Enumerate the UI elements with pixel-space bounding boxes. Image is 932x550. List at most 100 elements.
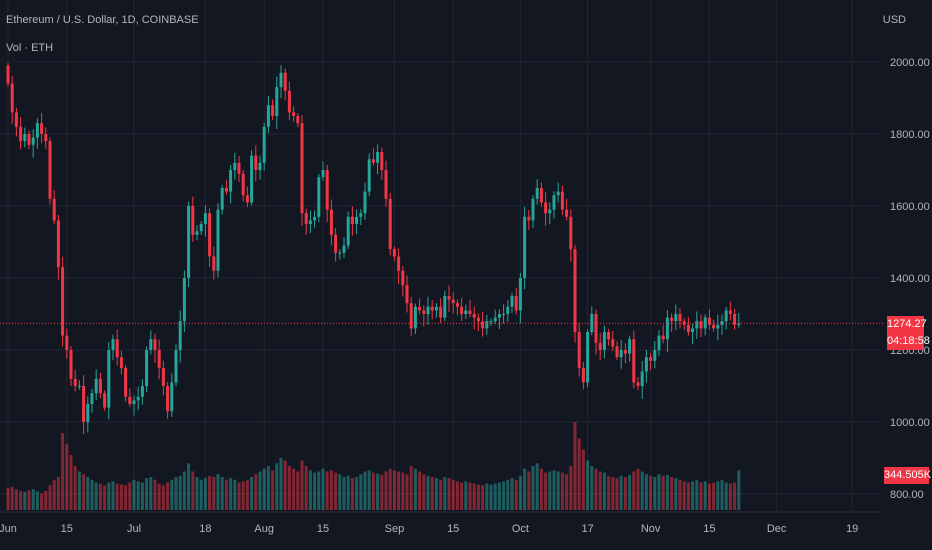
candle-body xyxy=(266,105,270,127)
time-tick-label: Dec xyxy=(767,523,787,535)
volume-bar xyxy=(325,471,329,510)
volume-bar xyxy=(686,482,690,510)
volume-bar xyxy=(590,466,594,510)
candle-body xyxy=(73,378,77,386)
volume-bar xyxy=(367,470,371,510)
candle-body xyxy=(653,350,657,361)
volume-bar xyxy=(283,460,287,510)
candle-body xyxy=(52,198,56,221)
candle-body xyxy=(224,188,228,192)
candle-body xyxy=(552,195,556,210)
candle-body xyxy=(233,162,237,170)
volume-bar xyxy=(594,468,598,510)
candle-body xyxy=(35,123,39,138)
candle-body xyxy=(556,191,560,196)
time-tick-label: 17 xyxy=(581,523,593,535)
price-tick-label: 2000.00 xyxy=(890,57,930,69)
candle-body xyxy=(355,216,359,224)
price-axis[interactable]: 800.001000.001200.001400.001600.001800.0… xyxy=(890,57,930,501)
candle-body xyxy=(670,317,674,322)
volume-bar xyxy=(241,481,245,510)
volume-bar xyxy=(266,466,270,510)
candle-body xyxy=(296,116,300,124)
candle-body xyxy=(678,314,682,322)
candle-body xyxy=(573,249,577,332)
candle-body xyxy=(191,206,195,235)
time-axis[interactable]: Jun 15 Jul 18 Aug 15 Sep 15 Oct 17 Nov 15 Dec 19 xyxy=(0,523,858,535)
candle-body xyxy=(216,209,220,271)
volume-bar xyxy=(514,479,518,510)
volume-bar xyxy=(539,468,543,510)
candle-body xyxy=(527,216,531,221)
volume-bar xyxy=(523,468,527,510)
candle-body xyxy=(447,296,451,300)
volume-legend[interactable]: Vol · ETH xyxy=(6,42,54,54)
volume-bar xyxy=(720,479,724,510)
volume-bar xyxy=(443,477,447,510)
candle-body xyxy=(140,386,144,397)
candle-body xyxy=(497,314,501,318)
candle-body xyxy=(23,134,27,142)
candle-body xyxy=(313,216,317,221)
volume-bar xyxy=(426,475,430,510)
volume-bar xyxy=(464,481,468,510)
candle-body xyxy=(153,339,157,350)
candle-body xyxy=(174,350,178,383)
volume-bar xyxy=(300,460,304,510)
candle-body xyxy=(86,404,90,422)
candle-body xyxy=(170,382,174,412)
candle-body xyxy=(636,382,640,386)
candle-body xyxy=(94,378,98,394)
volume-bar xyxy=(61,433,65,510)
candle-body xyxy=(178,321,182,350)
volume-bar xyxy=(31,489,35,510)
candle-body xyxy=(514,296,518,311)
volume-bar xyxy=(380,474,384,510)
candle-body xyxy=(485,321,489,329)
volume-bar xyxy=(44,490,48,510)
volume-bar xyxy=(565,474,569,510)
volume-bar xyxy=(497,482,501,510)
candle-body xyxy=(275,87,279,116)
volume-bar xyxy=(174,477,178,510)
candle-body xyxy=(182,278,186,322)
volume-bar xyxy=(161,485,165,510)
volume-bar xyxy=(338,474,342,510)
candle-body xyxy=(350,216,354,224)
volume-bar xyxy=(124,485,128,510)
volume-bar xyxy=(73,466,77,510)
volume-bar xyxy=(384,471,388,510)
candle-body xyxy=(220,188,224,210)
time-tick-label: Jul xyxy=(127,523,141,535)
volume-bar xyxy=(40,493,44,510)
volume-bar xyxy=(6,488,10,510)
price-tick-label: 1600.00 xyxy=(890,201,930,213)
candle-body xyxy=(401,270,405,286)
candle-body xyxy=(321,170,325,178)
volume-bar xyxy=(728,483,732,510)
volume-bar xyxy=(149,477,153,510)
candle-body xyxy=(6,65,10,84)
volume-bar xyxy=(481,485,485,510)
volume-bar xyxy=(334,472,338,510)
candle-body xyxy=(82,386,86,422)
candle-body xyxy=(371,159,375,163)
volume-bar xyxy=(304,466,308,510)
volume-bar xyxy=(245,480,249,510)
candle-body xyxy=(733,314,737,325)
candle-body xyxy=(229,170,233,192)
volume-bar xyxy=(552,470,556,510)
candle-body xyxy=(628,339,632,354)
volume-bar xyxy=(636,468,640,510)
volume-bar xyxy=(94,482,98,510)
candle-body xyxy=(346,216,350,246)
volume-bar xyxy=(128,482,132,510)
candle-body xyxy=(565,209,569,217)
volume-bar xyxy=(682,481,686,510)
volume-bar xyxy=(733,482,737,510)
price-tick-label: 1800.00 xyxy=(890,129,930,141)
volume-bar xyxy=(329,470,333,510)
candlesticks xyxy=(6,62,741,435)
symbol-title[interactable]: Ethereum / U.S. Dollar, 1D, COINBASE xyxy=(6,14,199,26)
